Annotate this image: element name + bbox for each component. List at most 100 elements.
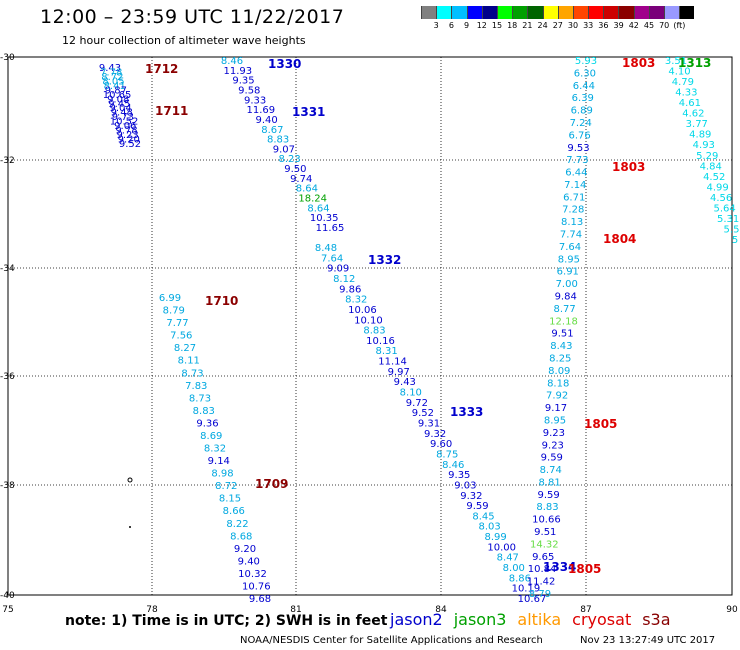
wave-height-value: 8.22 <box>226 519 248 530</box>
wave-height-value: 9.17 <box>545 403 567 414</box>
wave-height-value: 8.72 <box>101 72 123 83</box>
wave-height-value: 6.44 <box>565 168 587 179</box>
legend-swatch <box>572 6 589 19</box>
wave-height-value: 9.53 <box>567 143 589 154</box>
wave-height-value: 9.74 <box>290 174 312 185</box>
wave-height-value: 11.65 <box>316 223 345 234</box>
wave-height-value: 6.89 <box>571 106 593 117</box>
wave-height-value: 9.43 <box>394 377 416 388</box>
pass-number-label: 1803 <box>622 56 655 70</box>
longitude-label: 84 <box>435 605 447 615</box>
wave-height-value: 9.78 <box>115 126 137 137</box>
legend-swatch <box>512 6 528 19</box>
legend-label: 18 <box>507 21 518 30</box>
wave-height-value: 10.76 <box>242 582 271 593</box>
satellite-cryosat: cryosat <box>572 610 632 629</box>
wave-height-value: 3.77 <box>686 119 708 130</box>
legend-label: 21 <box>522 21 533 30</box>
longitude-label: 81 <box>290 605 301 615</box>
wave-height-value: 9.35 <box>232 76 254 87</box>
map-frame <box>7 56 733 596</box>
wave-height-value: 7.77 <box>166 318 188 329</box>
wave-height-value: 8.79 <box>529 589 551 600</box>
wave-height-value: 4.56 <box>710 193 732 204</box>
legend-swatch <box>603 6 619 19</box>
wave-height-value: 18.24 <box>298 194 327 205</box>
wave-height-value: 8.64 <box>307 203 329 214</box>
legend-swatch <box>633 6 649 19</box>
legend-swatch <box>618 6 634 19</box>
legend-label: 70 <box>659 21 670 30</box>
wave-height-value: 10.84 <box>528 564 557 575</box>
wave-height-value: 8.32 <box>204 444 226 455</box>
wave-height-value: 4.99 <box>706 182 728 193</box>
legend-color-bar <box>421 6 695 19</box>
wave-height-value: 9.59 <box>466 501 488 512</box>
wave-height-value: 8.64 <box>296 184 318 195</box>
wave-height-value: 9.68 <box>249 594 271 605</box>
pass-number-label: 1805 <box>568 562 601 576</box>
legend-swatch <box>679 6 695 19</box>
wave-height-value: 9.31 <box>418 419 440 430</box>
wave-height-value: 7.28 <box>562 205 584 216</box>
wave-height-value: 8.18 <box>547 378 569 389</box>
wave-height-value: 8.66 <box>223 506 245 517</box>
wave-height-value: 9.59 <box>537 490 559 501</box>
wave-height-value: 6.99 <box>159 293 181 304</box>
wave-height-value: 8.83 <box>193 406 215 417</box>
wave-height-value: 5.5 <box>724 225 740 236</box>
wave-height-value: 4.10 <box>668 67 690 78</box>
wave-height-value: 8.13 <box>561 217 583 228</box>
generation-timestamp: Nov 23 13:27:49 UTC 2017 <box>580 635 716 646</box>
wave-height-value: 9.08 <box>107 94 129 105</box>
wave-height-value: 9.59 <box>541 453 563 464</box>
wave-height-value: 4.89 <box>689 130 711 141</box>
legend-swatch <box>542 6 558 19</box>
wave-height-value: 7.14 <box>564 180 586 191</box>
wave-height-value: 7.73 <box>566 155 588 166</box>
wave-height-value: 9.51 <box>534 527 556 538</box>
wave-height-value: 10.32 <box>238 569 267 580</box>
wave-height-value: 8.81 <box>538 477 560 488</box>
wave-height-value: 10.16 <box>366 336 395 347</box>
legend-label: 42 <box>628 21 639 30</box>
wave-height-value: 10.52 <box>110 117 139 128</box>
wave-height-value: 9.03 <box>454 480 476 491</box>
wave-height-value: 8.73 <box>189 393 211 404</box>
credit-text: NOAA/NESDIS Center for Satellite Applica… <box>240 635 543 646</box>
wave-height-value: 8.75 <box>436 450 458 461</box>
wave-height-value: 9.36 <box>196 418 218 429</box>
latitude-label: -36 <box>0 372 15 382</box>
wave-height-value: 9.72 <box>406 398 428 409</box>
wave-height-value: 8.83 <box>267 135 289 146</box>
wave-height-value: 9.32 <box>424 429 446 440</box>
wave-height-value: 8.83 <box>536 502 558 513</box>
wave-height-value: 10.19 <box>512 584 541 595</box>
wave-height-value: 5.31 <box>717 214 739 225</box>
wave-height-value: 4.79 <box>672 77 694 88</box>
wave-height-value: 9.65 <box>532 552 554 563</box>
legend-swatch <box>496 6 513 19</box>
wave-height-value: 9.14 <box>208 456 230 467</box>
legend-label: 30 <box>567 21 579 30</box>
wave-height-value: 8.98 <box>211 469 233 480</box>
wave-height-value: 9.45 <box>108 99 130 110</box>
wave-height-value: 8.99 <box>484 532 506 543</box>
wave-height-value: 8.69 <box>200 431 222 442</box>
legend-swatch <box>421 6 437 19</box>
legend-label: (ft) <box>673 21 686 30</box>
pass-number-label: 1332 <box>368 253 401 267</box>
wave-height-value: 7.24 <box>570 118 592 129</box>
wave-height-value: 8.11 <box>178 356 200 367</box>
island-marker <box>129 526 131 528</box>
satellite-jason3: jason3 <box>453 610 507 629</box>
legend-swatch <box>451 6 467 19</box>
wave-height-value: 6.30 <box>574 68 596 79</box>
footer-note: note: 1) Time is in UTC; 2) SWH is in fe… <box>65 613 388 629</box>
wave-height-value: 8.09 <box>548 366 570 377</box>
pass-number-label: 1331 <box>292 105 325 119</box>
wave-height-value: 8.23 <box>278 154 300 165</box>
longitude-label: 78 <box>146 605 158 615</box>
pass-number-label: 1804 <box>603 232 636 246</box>
